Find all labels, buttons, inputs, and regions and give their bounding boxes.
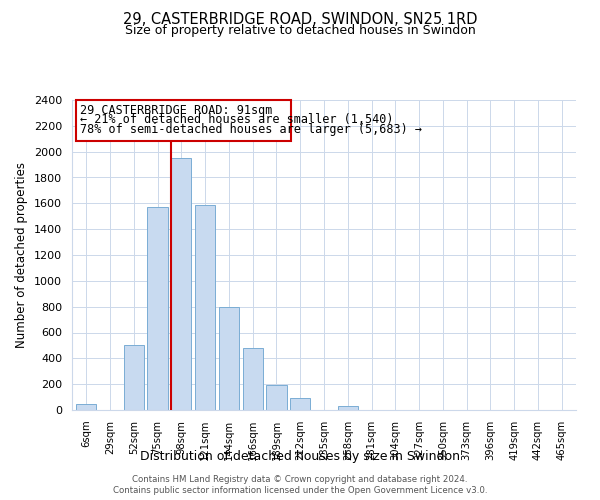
Bar (219, 306, 239, 410)
Text: Contains public sector information licensed under the Open Government Licence v3: Contains public sector information licen… (113, 486, 487, 495)
Text: Size of property relative to detached houses in Swindon: Size of property relative to detached ho… (125, 24, 475, 37)
Text: 29 CASTERBRIDGE ROAD: 91sqm: 29 CASTERBRIDGE ROAD: 91sqm (80, 104, 272, 117)
Text: 29, CASTERBRIDGE ROAD, SWINDON, SN25 1RD: 29, CASTERBRIDGE ROAD, SWINDON, SN25 1RD (123, 12, 477, 28)
Text: ← 21% of detached houses are smaller (1,540): ← 21% of detached houses are smaller (1,… (80, 113, 394, 126)
Text: Distribution of detached houses by size in Swindon: Distribution of detached houses by size … (140, 450, 460, 463)
Y-axis label: Number of detached properties: Number of detached properties (16, 162, 28, 348)
Bar (266, 386, 287, 410)
Bar (76, 404, 97, 410)
Bar (242, 348, 263, 410)
Text: Contains HM Land Registry data © Crown copyright and database right 2024.: Contains HM Land Registry data © Crown c… (132, 475, 468, 484)
Bar (171, 158, 191, 410)
Bar (148, 206, 167, 410)
Bar (338, 406, 358, 410)
Bar (195, 204, 215, 410)
Bar (290, 398, 310, 410)
Bar (124, 346, 144, 410)
FancyBboxPatch shape (76, 100, 291, 141)
Text: 78% of semi-detached houses are larger (5,683) →: 78% of semi-detached houses are larger (… (80, 122, 422, 136)
